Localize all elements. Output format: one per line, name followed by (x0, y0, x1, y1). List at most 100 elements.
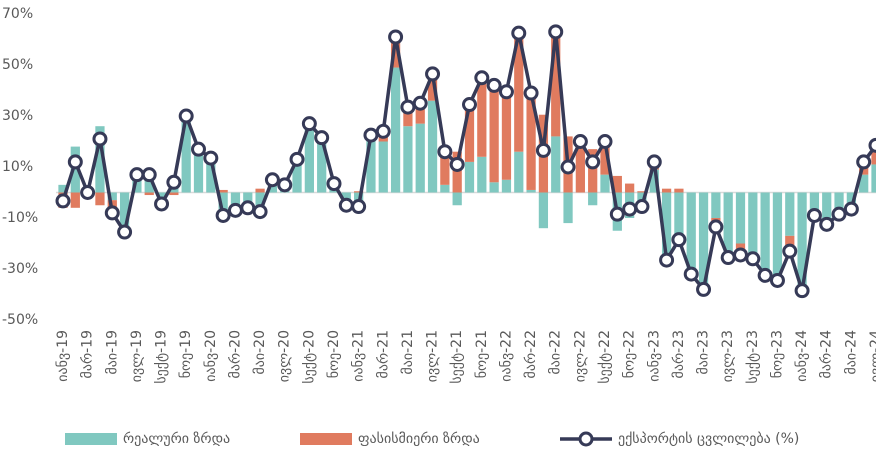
bar (797, 192, 807, 290)
line-marker (708, 219, 724, 235)
line-marker (55, 193, 71, 209)
bar (661, 192, 672, 264)
x-tick-label: მაი-19 (104, 330, 120, 375)
line-marker (117, 224, 133, 240)
line-marker (856, 154, 872, 170)
x-tick-label: მარ-22 (522, 330, 539, 378)
bar (464, 104, 475, 162)
bar (772, 192, 783, 280)
line-marker (572, 134, 588, 149)
bar (132, 174, 142, 193)
line-marker (843, 201, 859, 217)
line-marker (498, 84, 514, 100)
bar (390, 36, 401, 68)
line-marker (868, 137, 876, 153)
bar (871, 164, 876, 193)
x-tick-label: იანვ-20 (203, 330, 219, 382)
bar (181, 118, 191, 193)
x-tick-label: ივლ-21 (425, 330, 441, 382)
bar (760, 192, 770, 275)
bar (514, 151, 524, 193)
line-marker (289, 151, 305, 167)
x-tick-label: ივლ-20 (277, 330, 293, 382)
bar (95, 126, 105, 193)
x-tick-label: იანვ-19 (55, 330, 71, 382)
bar (70, 192, 80, 208)
line-marker (351, 199, 367, 215)
y-tick-label: -10% (2, 210, 38, 226)
bar (588, 149, 598, 193)
x-tick-label: ივლ-19 (129, 330, 145, 382)
line-marker (388, 29, 404, 45)
x-tick-label: იანვ-21 (351, 330, 367, 382)
line-marker (683, 266, 699, 282)
line-marker (535, 142, 551, 158)
line-marker (757, 267, 773, 283)
line-marker (523, 85, 539, 101)
bar (538, 192, 549, 229)
x-tick-label: მარ-20 (226, 330, 243, 378)
bar (243, 192, 253, 206)
line-marker (585, 154, 601, 170)
x-tick-label: მაი-24 (843, 330, 859, 375)
bar (267, 182, 278, 193)
x-tick-label: ნოე-20 (326, 330, 342, 378)
bar (551, 31, 561, 137)
line-marker (301, 116, 317, 132)
bar (514, 33, 524, 152)
bar (674, 188, 684, 193)
bar (366, 136, 376, 193)
bar (477, 156, 487, 193)
y-tick-label: -30% (2, 261, 38, 277)
legend-item: რეალური ზრდა (65, 430, 230, 447)
line-marker (400, 99, 416, 115)
bar (846, 192, 856, 208)
bar (403, 107, 413, 127)
bar (711, 192, 721, 218)
bar (575, 141, 585, 193)
x-tick-label: ნოე-22 (622, 330, 638, 378)
bar (563, 192, 573, 224)
bar (785, 235, 795, 252)
bar (378, 141, 388, 193)
line-marker (806, 207, 822, 223)
bar (551, 136, 561, 193)
line-marker (794, 283, 810, 299)
bar (489, 182, 499, 193)
legend-label: ექსპორტის ცვლილება (%) (618, 430, 799, 447)
line-marker (831, 206, 847, 222)
line-marker (240, 200, 256, 216)
bar (588, 192, 598, 206)
x-tick-label: სექტ-19 (154, 330, 170, 384)
x-tick-label: მაი-22 (548, 330, 564, 375)
line-marker (449, 156, 465, 172)
line-marker (104, 205, 120, 221)
line-marker (819, 216, 835, 232)
line-marker (375, 123, 391, 139)
legend-swatch (65, 433, 117, 445)
legend-item: ფასისმიერი ზრდა (300, 430, 480, 447)
x-tick-label: სექტ-22 (597, 330, 613, 384)
line-marker (264, 172, 280, 188)
line-marker (597, 134, 613, 149)
x-tick-label: მარ-24 (818, 330, 835, 379)
bar (255, 188, 265, 193)
line-marker (154, 196, 170, 212)
bar (501, 91, 512, 180)
y-tick-label: 70% (2, 6, 33, 22)
bar (58, 184, 68, 193)
bar (822, 192, 832, 224)
line-marker (745, 251, 761, 267)
x-tick-label: მაი-21 (400, 330, 416, 375)
line-marker (609, 206, 625, 222)
legend-label: ფასისმიერი ზრდა (358, 430, 480, 447)
bar (612, 175, 622, 193)
bar (698, 192, 709, 290)
line-marker (474, 70, 490, 86)
bar (317, 138, 327, 193)
bar (206, 161, 216, 193)
line-marker (720, 250, 736, 266)
bar (477, 77, 487, 157)
line-marker (437, 144, 453, 160)
